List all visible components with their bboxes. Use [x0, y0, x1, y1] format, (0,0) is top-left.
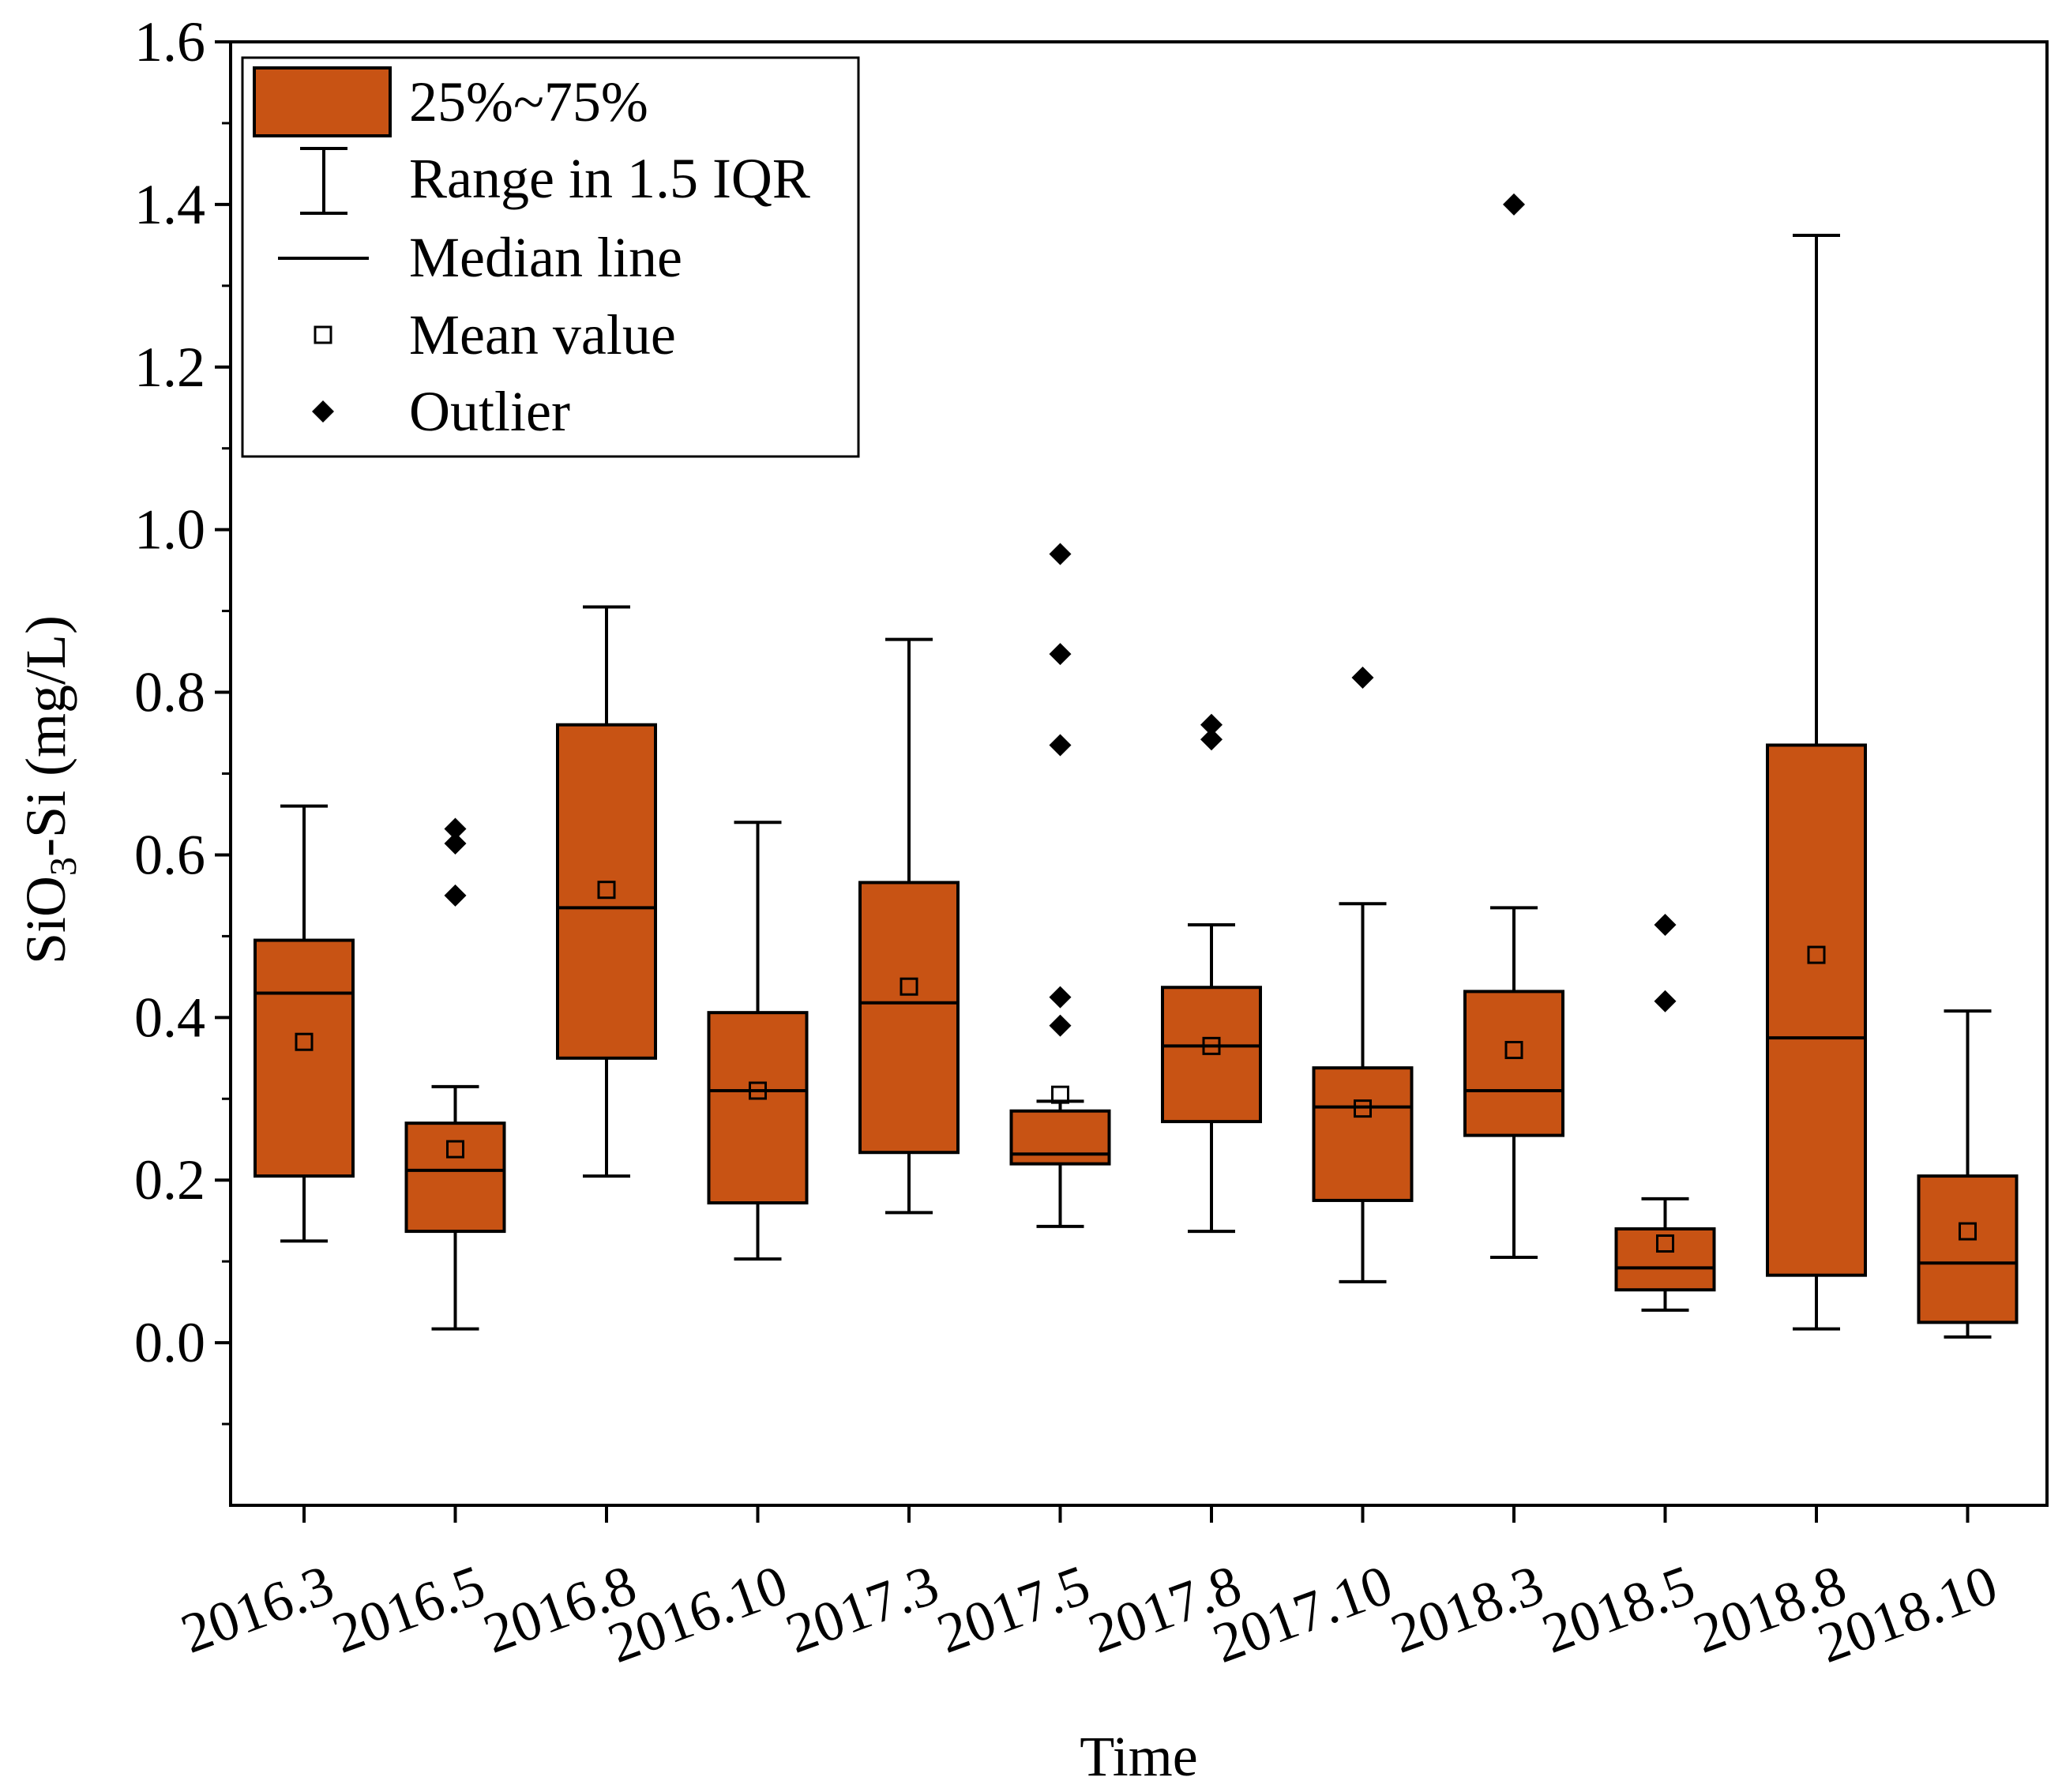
iqr-box [1463, 990, 1564, 1137]
mean-marker [1051, 1085, 1069, 1104]
legend-label-mean: Mean value [409, 303, 676, 366]
y-tick-label: 1.2 [134, 336, 205, 399]
legend-swatch-box [253, 66, 392, 137]
outlier-point [1049, 734, 1072, 757]
y-tick-label: 0.6 [134, 823, 205, 886]
outlier-point [444, 832, 467, 855]
y-axis-ticks: 0.0 0.2 0.4 0.6 0.8 1.0 1.2 1.4 1.6 [134, 10, 231, 1426]
y-tick-label: 1.0 [134, 498, 205, 562]
iqr-box [858, 881, 960, 1155]
box-group-2016.10 [707, 821, 809, 1261]
mean-marker [1202, 1036, 1221, 1055]
legend-label-median: Median line [409, 226, 682, 289]
y-axis-title-subscript: 3 [43, 857, 85, 876]
y-axis-title: SiO3-Si (mg/L) [14, 615, 85, 964]
box-group-2016.8 [556, 605, 657, 1178]
y-tick-label: 0.4 [134, 986, 205, 1049]
y-axis-title-rest: -Si (mg/L) [14, 615, 77, 857]
iqr-box [404, 1121, 506, 1234]
y-tick-label: 0.2 [134, 1148, 205, 1212]
outlier-point [1654, 990, 1677, 1012]
outlier-point [444, 817, 467, 840]
x-axis-title: Time [1080, 1725, 1197, 1788]
legend: 25%~75% Range in 1.5 IQR Median line Mea… [241, 56, 860, 458]
mean-marker [1807, 945, 1826, 964]
outlier-point [1503, 193, 1525, 216]
y-tick-label: 1.4 [134, 173, 205, 236]
mean-marker [446, 1140, 464, 1159]
box-group-2018.10 [1917, 1009, 2019, 1339]
iqr-box [1009, 1109, 1111, 1166]
legend-label-whisker: Range in 1.5 IQR [409, 147, 810, 210]
box-group-2017.10 [1312, 667, 1414, 1283]
iqr-box [556, 723, 657, 1060]
outlier-point [1049, 1014, 1072, 1037]
mean-marker [597, 881, 616, 900]
outlier-point [1049, 643, 1072, 666]
plot-frame [229, 40, 2049, 1507]
iqr-box [707, 1011, 809, 1205]
mean-marker [1354, 1099, 1372, 1118]
box-group-2018.5 [1614, 913, 1716, 1312]
legend-label-box: 25%~75% [409, 70, 648, 133]
iqr-box [254, 938, 355, 1178]
box-group-2017.3 [858, 637, 960, 1215]
legend-symbol-mean [314, 325, 332, 344]
outlier-point [1049, 543, 1072, 565]
y-tick-label: 0.8 [134, 661, 205, 724]
mean-marker [749, 1081, 767, 1100]
box-group-2016.3 [254, 804, 355, 1243]
mean-marker [1504, 1041, 1523, 1060]
outlier-point [1200, 728, 1223, 751]
box-group-2017.8 [1161, 713, 1262, 1234]
plot-content [254, 193, 2019, 1339]
box-group-2016.5 [404, 817, 506, 1331]
legend-symbol-whisker [300, 147, 347, 215]
outlier-point [1200, 713, 1223, 736]
y-tick-label: 0.0 [134, 1311, 205, 1374]
mean-marker [295, 1032, 314, 1051]
box-group-2018.8 [1766, 234, 1867, 1331]
outlier-point [1351, 667, 1374, 689]
outlier-point [1654, 913, 1677, 936]
iqr-box [1917, 1174, 2019, 1324]
legend-symbol-outlier [312, 400, 334, 423]
box-group-2018.3 [1463, 193, 1564, 1260]
iqr-box [1766, 743, 1867, 1277]
legend-label-outlier: Outlier [409, 380, 570, 443]
iqr-box [1312, 1066, 1414, 1202]
iqr-box [1614, 1227, 1716, 1292]
mean-marker [900, 977, 918, 996]
y-tick-label: 1.6 [134, 10, 205, 73]
outlier-point [1049, 986, 1072, 1009]
box-group-2017.5 [1009, 543, 1111, 1228]
outlier-point [444, 884, 467, 907]
mean-marker [1656, 1234, 1674, 1253]
mean-marker [1959, 1222, 1977, 1241]
y-axis-title-main: SiO [14, 876, 77, 964]
